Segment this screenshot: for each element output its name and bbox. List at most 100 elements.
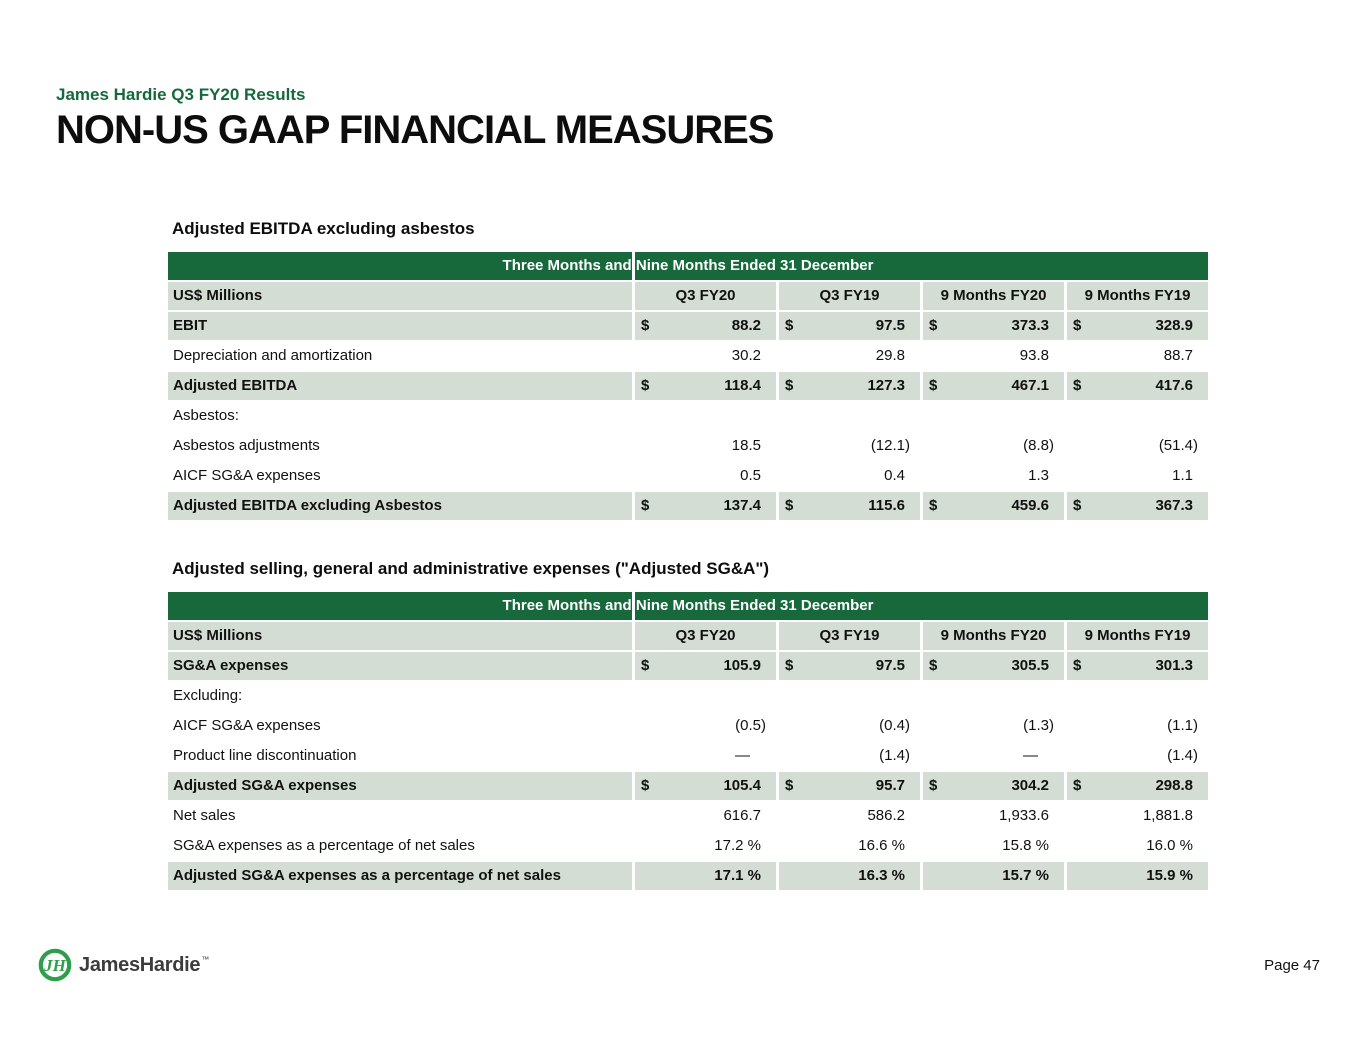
header: James Hardie Q3 FY20 Results NON-US GAAP…	[56, 85, 774, 153]
row-value-cell: 1.3	[923, 462, 1064, 490]
value-text: —	[735, 747, 750, 764]
row-label-cell: Product line discontinuation	[168, 742, 632, 770]
row-value-cell: 586.2	[779, 802, 920, 830]
row-value-cell: 1,881.8	[1067, 802, 1208, 830]
value-text: 417.6	[1155, 377, 1193, 394]
dollar-sign: $	[785, 317, 794, 334]
value-text: 105.9	[723, 657, 761, 674]
value-text: 29.8	[875, 347, 905, 364]
value-text: 15.7 %	[1002, 867, 1049, 884]
row-label-cell: AICF SG&A expenses	[168, 462, 632, 490]
dollar-sign: $	[641, 777, 650, 794]
row-value-cell: (1.4)	[779, 742, 920, 770]
value-text: 17.2 %	[714, 837, 761, 854]
column-header-cell: Q3 FY19	[779, 282, 920, 310]
dollar-sign: $	[1073, 657, 1082, 674]
row-value-cell: 16.0 %	[1067, 832, 1208, 860]
table-banner: Three Months and Nine Months Ended 31 De…	[168, 252, 1208, 280]
row-value-cell: $118.4	[635, 372, 776, 400]
value-text: (1.4)	[1167, 747, 1198, 764]
value-text: 1.1	[1172, 467, 1193, 484]
dollar-sign: $	[785, 377, 794, 394]
dollar-sign: $	[1073, 497, 1082, 514]
row-label-cell: Adjusted SG&A expenses	[168, 772, 632, 800]
dollar-sign: $	[785, 777, 794, 794]
column-header-cell: 9 Months FY19	[1067, 282, 1208, 310]
financial-table-adjusted-ebitda: Three Months and Nine Months Ended 31 De…	[168, 252, 1208, 520]
row-value-cell: $301.3	[1067, 652, 1208, 680]
value-text: 1.3	[1028, 467, 1049, 484]
value-text: (1.1)	[1167, 717, 1198, 734]
row-value-cell	[635, 402, 776, 430]
value-text: (0.4)	[879, 717, 910, 734]
row-value-cell: 18.5	[635, 432, 776, 460]
row-value-cell: 1.1	[1067, 462, 1208, 490]
dollar-sign: $	[929, 657, 938, 674]
eyebrow-text: James Hardie Q3 FY20 Results	[56, 85, 306, 104]
row-label-cell: Adjusted EBITDA excluding Asbestos	[168, 492, 632, 520]
row-label-cell: Asbestos:	[168, 402, 632, 430]
value-text: 1,933.6	[998, 807, 1049, 824]
row-value-cell: $95.7	[779, 772, 920, 800]
row-value-cell: 88.7	[1067, 342, 1208, 370]
row-value-cell: $467.1	[923, 372, 1064, 400]
row-value-cell: 0.4	[779, 462, 920, 490]
row-label-cell: Net sales	[168, 802, 632, 830]
row-value-cell: 15.8 %	[923, 832, 1064, 860]
value-text: 328.9	[1155, 317, 1193, 334]
table-banner: Three Months and Nine Months Ended 31 De…	[168, 592, 1208, 620]
value-text: —	[1023, 747, 1038, 764]
dollar-sign: $	[929, 497, 938, 514]
value-text: 93.8	[1019, 347, 1049, 364]
row-value-cell: $115.6	[779, 492, 920, 520]
value-text: (0.5)	[735, 717, 766, 734]
row-value-cell: (1.3)	[923, 712, 1064, 740]
row-value-cell: $459.6	[923, 492, 1064, 520]
dollar-sign: $	[1073, 777, 1082, 794]
row-value-cell: $105.9	[635, 652, 776, 680]
dollar-sign: $	[641, 657, 650, 674]
row-label-cell: SG&A expenses	[168, 652, 632, 680]
column-header-cell: 9 Months FY19	[1067, 622, 1208, 650]
row-value-cell: $298.8	[1067, 772, 1208, 800]
value-text: 105.4	[723, 777, 761, 794]
value-text: 459.6	[1011, 497, 1049, 514]
row-label-cell: AICF SG&A expenses	[168, 712, 632, 740]
row-value-cell: (1.1)	[1067, 712, 1208, 740]
dollar-sign: $	[641, 317, 650, 334]
unit-label-cell: US$ Millions	[168, 622, 632, 650]
row-value-cell: (51.4)	[1067, 432, 1208, 460]
value-text: 15.8 %	[1002, 837, 1049, 854]
row-value-cell: $328.9	[1067, 312, 1208, 340]
row-value-cell: 17.1 %	[635, 862, 776, 890]
row-value-cell: $97.5	[779, 312, 920, 340]
value-text: 304.2	[1011, 777, 1049, 794]
value-text: 367.3	[1155, 497, 1193, 514]
dollar-sign: $	[641, 377, 650, 394]
logo-monogram: JH	[43, 956, 67, 975]
value-text: 0.5	[740, 467, 761, 484]
row-value-cell: (0.5)	[635, 712, 776, 740]
logo-circle-icon: JH	[38, 948, 72, 982]
row-label-cell: Asbestos adjustments	[168, 432, 632, 460]
column-header-cell: Q3 FY19	[779, 622, 920, 650]
row-value-cell	[923, 682, 1064, 710]
table-title: Adjusted selling, general and administra…	[172, 559, 770, 578]
value-text: 467.1	[1011, 377, 1049, 394]
row-value-cell: $127.3	[779, 372, 920, 400]
row-label-cell: Depreciation and amortization	[168, 342, 632, 370]
value-text: 305.5	[1011, 657, 1049, 674]
row-value-cell: —	[923, 742, 1064, 770]
value-text: (8.8)	[1023, 437, 1054, 454]
value-text: 95.7	[875, 777, 905, 794]
financial-table-adjusted-sga: Three Months and Nine Months Ended 31 De…	[168, 592, 1208, 890]
row-value-cell: 616.7	[635, 802, 776, 830]
value-text: 30.2	[731, 347, 761, 364]
dollar-sign: $	[1073, 317, 1082, 334]
column-header-cell: 9 Months FY20	[923, 282, 1064, 310]
value-text: 97.5	[875, 317, 905, 334]
logo-wordmark: JamesHardie	[79, 953, 201, 976]
row-value-cell: $105.4	[635, 772, 776, 800]
column-header-cell: Q3 FY20	[635, 622, 776, 650]
